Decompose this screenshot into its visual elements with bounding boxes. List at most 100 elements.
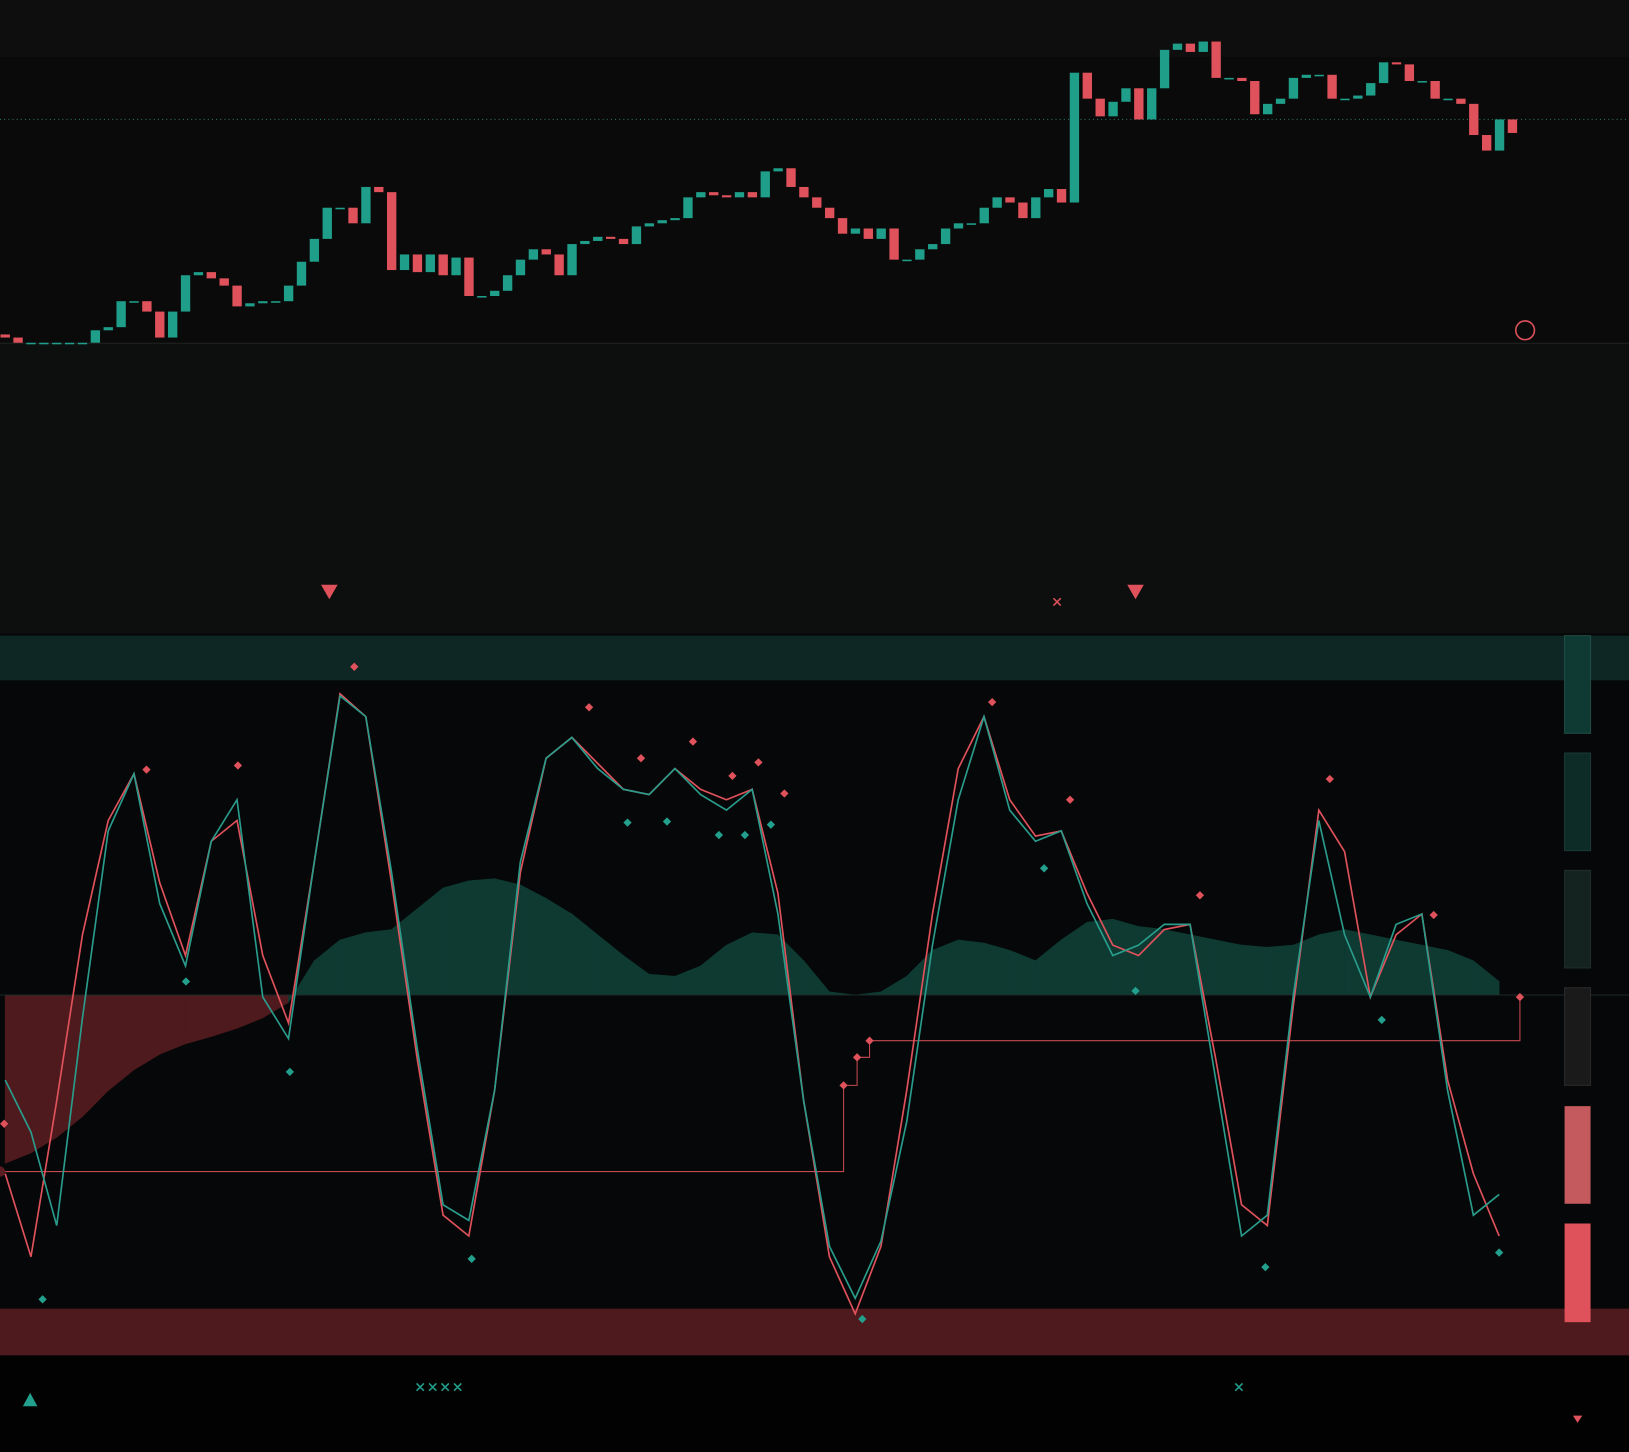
area-layer xyxy=(4,878,1500,1164)
candle xyxy=(374,186,384,193)
alert-icon xyxy=(1514,320,1536,341)
cross-mark xyxy=(1052,597,1062,607)
candle xyxy=(850,228,861,234)
candle xyxy=(1095,98,1105,117)
cloud-segment xyxy=(751,932,779,996)
candle xyxy=(966,223,977,225)
candle xyxy=(258,301,268,304)
candle xyxy=(734,192,745,198)
candle xyxy=(1250,81,1260,115)
candle xyxy=(721,195,732,198)
candle xyxy=(773,168,783,172)
cloud-segment xyxy=(159,994,186,1055)
cloud-segment xyxy=(1163,929,1191,996)
candle xyxy=(155,311,165,338)
dotted-trail xyxy=(0,1166,6,1177)
candle xyxy=(425,254,435,273)
side-gauge xyxy=(1564,635,1592,1323)
cloud-segment xyxy=(545,897,573,996)
candle xyxy=(631,226,642,245)
candle xyxy=(1288,77,1299,99)
candle xyxy=(1314,74,1324,77)
candle xyxy=(1185,43,1196,52)
candle xyxy=(103,327,113,331)
cloud-segment xyxy=(365,929,392,996)
candle xyxy=(1262,103,1273,115)
candle xyxy=(683,197,693,219)
candle xyxy=(77,342,88,345)
candle xyxy=(1056,189,1067,203)
candle xyxy=(386,192,397,271)
candle xyxy=(1147,88,1157,120)
candle xyxy=(477,296,487,298)
candle xyxy=(799,186,809,198)
candle xyxy=(52,342,62,345)
price-panel xyxy=(0,0,1629,343)
candle xyxy=(39,342,49,345)
candle xyxy=(889,228,899,260)
candle xyxy=(283,285,294,302)
candle xyxy=(979,207,989,224)
candle xyxy=(271,301,281,303)
candle xyxy=(605,236,616,239)
candle xyxy=(593,236,603,241)
candle xyxy=(953,223,964,229)
candle xyxy=(541,249,551,255)
candle xyxy=(322,207,332,239)
candle xyxy=(554,254,564,276)
candle xyxy=(361,186,371,224)
candle xyxy=(90,330,101,343)
candle xyxy=(1507,119,1518,133)
candle xyxy=(1082,72,1092,99)
candle xyxy=(1391,62,1402,65)
candle xyxy=(902,259,912,262)
cloud-segment xyxy=(1112,918,1139,996)
candle xyxy=(1043,189,1054,198)
candle xyxy=(1469,103,1479,136)
cloud-segment xyxy=(1241,944,1268,996)
candle xyxy=(296,261,307,286)
price-band xyxy=(0,0,1629,58)
cloud-segment xyxy=(648,973,676,996)
candle xyxy=(1327,74,1337,99)
bottom-panel xyxy=(0,1355,1629,1452)
candle xyxy=(515,259,526,276)
candle xyxy=(1404,64,1415,82)
candle xyxy=(116,301,126,328)
cloud-segment xyxy=(520,884,547,996)
candle xyxy=(940,228,951,245)
candle xyxy=(232,285,242,307)
candle xyxy=(657,220,667,224)
candle xyxy=(1378,62,1389,84)
candle xyxy=(502,275,513,291)
candle xyxy=(644,223,654,227)
candle xyxy=(1417,81,1427,83)
candle xyxy=(528,249,539,260)
candle xyxy=(1018,202,1028,219)
candle xyxy=(567,244,577,276)
candle xyxy=(490,290,500,297)
gauge-box xyxy=(1564,635,1592,734)
candle xyxy=(618,238,629,245)
candle xyxy=(876,228,886,239)
candle xyxy=(824,207,835,219)
candle xyxy=(1121,88,1131,102)
cloud-segment xyxy=(957,939,985,996)
candle xyxy=(64,342,75,345)
cloud-segment xyxy=(1267,944,1294,996)
candle xyxy=(1031,197,1041,219)
candle xyxy=(1172,43,1183,50)
candle xyxy=(142,301,152,312)
lower-band xyxy=(0,1308,1629,1356)
candle xyxy=(309,238,320,262)
cross-marks xyxy=(416,1382,1244,1392)
cloud-segment xyxy=(339,932,367,996)
candle xyxy=(193,272,204,276)
candle xyxy=(1340,98,1350,101)
candle xyxy=(1237,77,1247,82)
candle xyxy=(670,218,680,221)
candle xyxy=(245,303,255,307)
candle xyxy=(992,197,1002,208)
